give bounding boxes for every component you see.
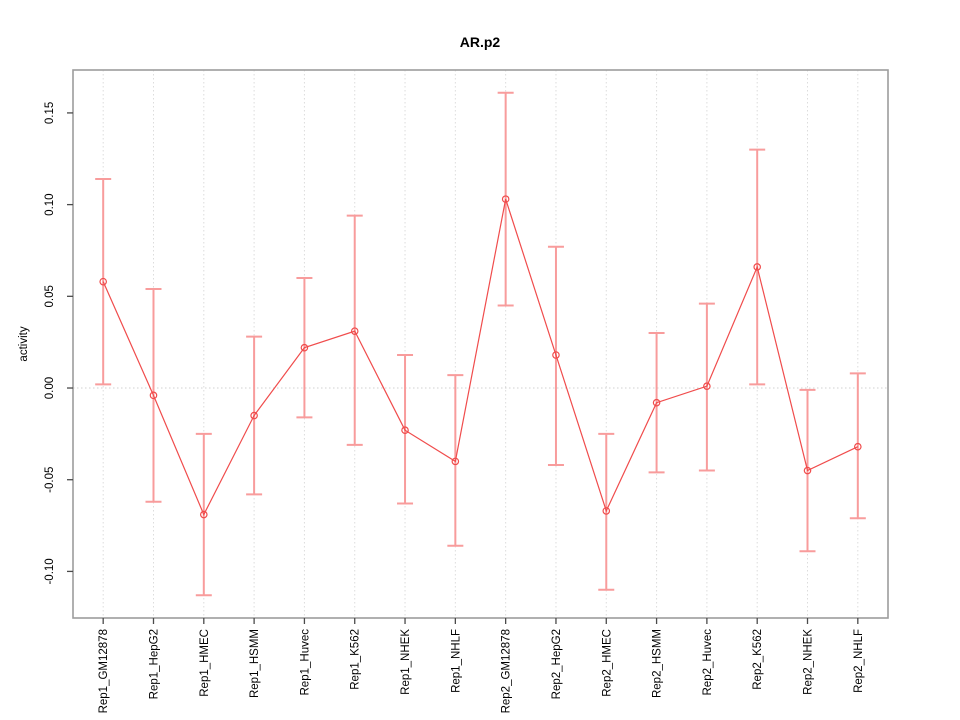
y-tick-label: 0.15: [44, 102, 56, 124]
x-tick-label: Rep1_HSMM: [249, 629, 261, 698]
data-point-marker: [552, 351, 560, 359]
data-point-marker: [99, 277, 107, 286]
x-tick-label: Rep1_K562: [350, 629, 362, 690]
y-tick-label: -0.05: [44, 467, 56, 493]
data-point-marker: [602, 507, 611, 515]
data-point-marker: [149, 391, 158, 400]
chart-title: AR.p2: [460, 34, 501, 50]
y-tick-label: 0.00: [44, 377, 56, 399]
y-tick-label: -0.10: [44, 558, 56, 584]
x-tick-label: Rep1_NHLF: [450, 629, 462, 693]
plot-box: [72, 69, 889, 619]
x-tick-label: Rep2_Huvec: [702, 629, 714, 696]
x-tick-label: Rep2_HepG2: [551, 629, 563, 699]
x-tick-label: Rep1_NHEK: [400, 629, 412, 695]
x-tick-label: Rep2_GM12878: [501, 629, 513, 713]
data-point-marker: [250, 411, 258, 420]
series-line: [102, 198, 859, 516]
data-line: [102, 198, 859, 516]
data-point-marker: [652, 398, 661, 407]
y-tick-label: 0.05: [44, 285, 56, 307]
data-point-marker: [501, 195, 510, 203]
x-tick-label: Rep2_NHLF: [853, 629, 865, 693]
data-point-marker: [703, 382, 711, 390]
x-tick-label: Rep2_HSMM: [652, 629, 664, 698]
data-point-marker: [300, 343, 309, 352]
axes: -0.10 -0.05 0.00 0.05 0.10 0.15 Rep1_GM12878 Re…: [44, 69, 889, 713]
data-point-marker: [753, 263, 761, 271]
data-point-marker: [401, 426, 409, 434]
data-points: [99, 195, 862, 519]
x-tick-label: Rep1_HMEC: [199, 629, 211, 697]
error-bars: [95, 91, 866, 597]
data-point-marker: [350, 327, 359, 335]
x-tick-label: Rep1_GM12878: [98, 629, 110, 713]
x-tick-label: Rep2_NHEK: [803, 629, 815, 695]
x-tick-label: Rep2_K562: [752, 629, 764, 690]
x-tick-label: Rep1_HepG2: [148, 629, 160, 699]
y-tick-label: 0.10: [44, 193, 56, 215]
x-tick-label: Rep1_Huvec: [299, 629, 311, 696]
y-axis-title: activity: [18, 326, 30, 361]
x-tick-label: Rep2_HMEC: [601, 629, 613, 697]
grid-layer: [73, 70, 888, 618]
data-point-marker: [200, 510, 208, 519]
data-point-marker: [854, 442, 862, 451]
data-point-marker: [803, 466, 812, 475]
data-point-marker: [451, 457, 460, 466]
